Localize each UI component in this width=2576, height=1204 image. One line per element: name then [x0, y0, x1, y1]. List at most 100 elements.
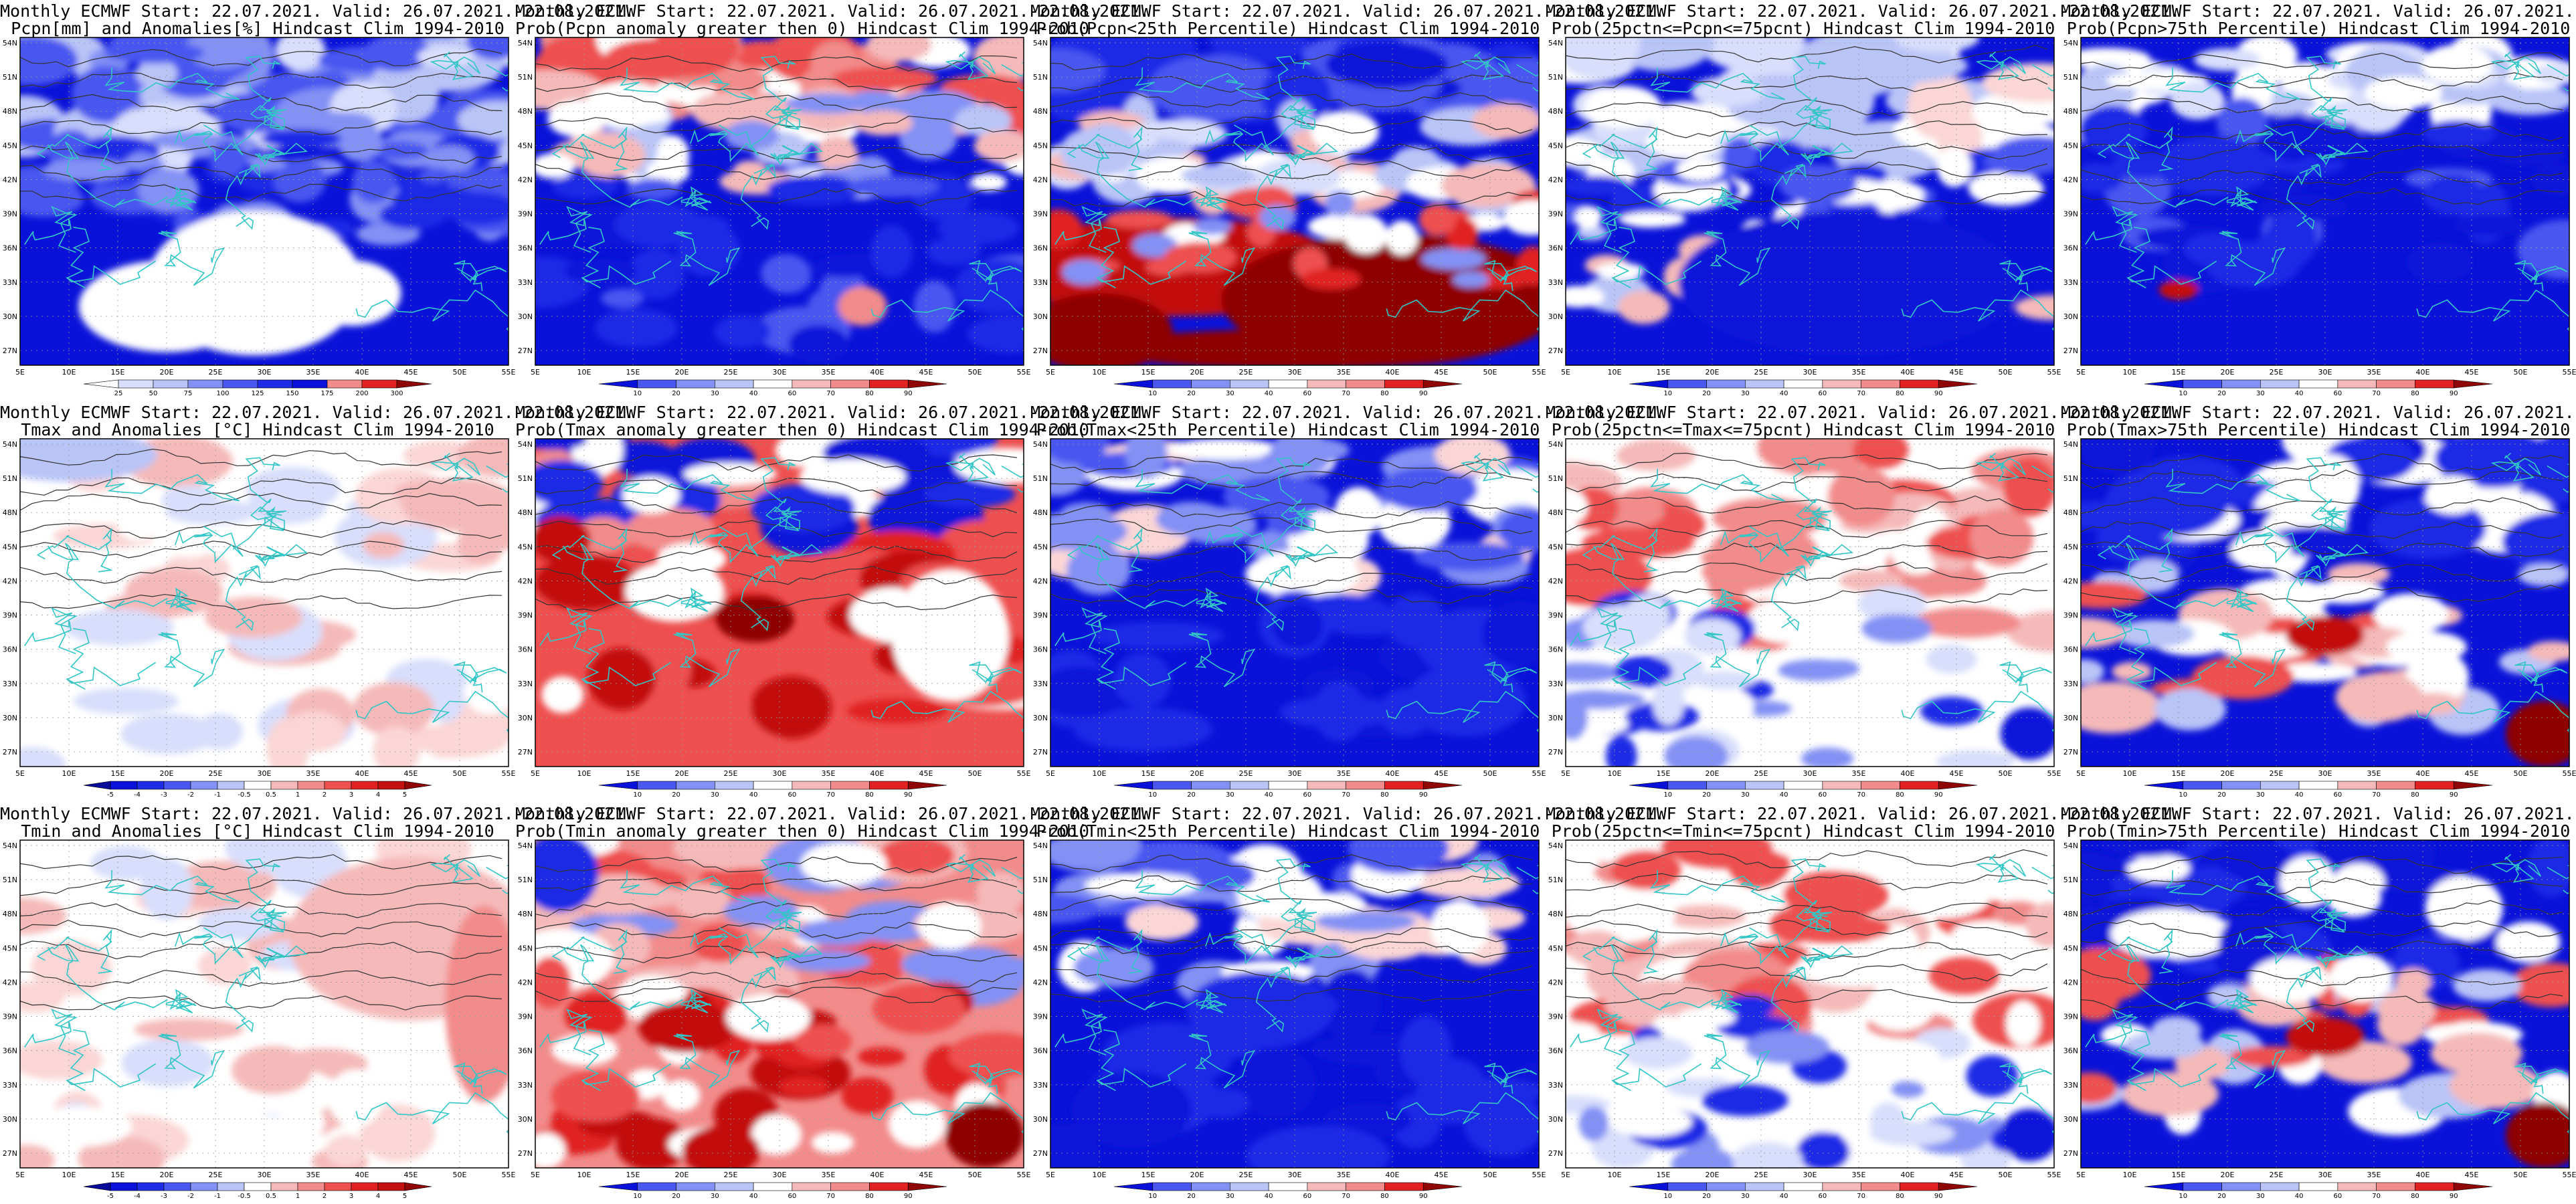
field-patch	[1421, 248, 1486, 270]
field-patch	[1852, 439, 1909, 469]
color-scale-swatch	[327, 379, 363, 389]
panel-title: Pcpn[mm] and Anomalies[%] Hindcast Clim …	[11, 19, 504, 38]
lon-tick-label: 55E	[2047, 769, 2061, 778]
color-scale-bar: 10 20 30 40 60 70 80 90	[598, 781, 947, 799]
color-scale-label: 60	[1303, 791, 1312, 799]
field-patch	[135, 59, 178, 88]
color-scale-swatch	[1307, 1182, 1346, 1191]
graticule	[1566, 439, 2054, 767]
field-patch	[788, 324, 849, 364]
lat-tick-label: 51N	[1033, 474, 1048, 483]
color-scale-swatch	[637, 379, 676, 389]
lat-tick-label: 39N	[518, 611, 533, 620]
lat-tick-label: 27N	[1548, 748, 1563, 757]
field-patch	[197, 713, 243, 750]
panel-header: Monthly ECMWF Start: 22.07.2021. Valid: …	[2061, 403, 2576, 422]
lat-tick-label: 27N	[3, 1149, 17, 1158]
lon-tick-label: 30E	[1288, 769, 1302, 778]
lon-tick-label: 20E	[675, 368, 689, 377]
lon-tick-label: 40E	[2416, 1171, 2430, 1179]
color-scale-label: -1	[214, 1193, 221, 1200]
lon-tick-label: 55E	[1532, 1171, 1546, 1179]
field-patch	[1928, 957, 1999, 995]
lat-tick-label: 36N	[1548, 645, 1563, 654]
lat-tick-label: 54N	[3, 440, 17, 449]
field-patch	[970, 173, 1007, 191]
lon-tick-label: 15E	[2172, 769, 2186, 778]
color-scale-swatch	[792, 379, 831, 389]
field-patch	[1693, 671, 1756, 690]
color-scale-label: 10	[2179, 1193, 2187, 1200]
lon-tick-label: 30E	[773, 1171, 787, 1179]
color-scale-swatch	[270, 1182, 298, 1191]
lon-tick-label: 10E	[1093, 368, 1107, 377]
lat-tick-label: 33N	[3, 278, 17, 287]
color-scale-swatch	[2260, 1182, 2300, 1191]
field-patch	[2527, 641, 2569, 662]
field-patch	[1566, 175, 1632, 196]
lat-tick-label: 48N	[3, 508, 17, 517]
lat-tick-label: 36N	[1033, 244, 1048, 253]
field-patch	[1573, 690, 1646, 708]
lat-tick-label: 39N	[1033, 210, 1048, 219]
field-patch	[870, 225, 913, 278]
lon-tick-label: 40E	[1386, 368, 1400, 377]
field-patch	[937, 211, 1020, 245]
color-scale-label: -5	[107, 791, 114, 799]
lon-tick-label: 40E	[1901, 368, 1915, 377]
lat-tick-label: 36N	[3, 244, 17, 253]
map-panel-p8: Monthly ECMWF Start: 22.07.2021. Valid: …	[1030, 401, 1665, 803]
color-scale-swatch	[1384, 1182, 1424, 1191]
lat-tick-label: 48N	[2063, 508, 2078, 517]
lon-tick-label: 35E	[306, 368, 320, 377]
field-patch	[716, 596, 794, 642]
lon-tick-label: 55E	[1017, 1171, 1030, 1179]
color-scale-label: 70	[1857, 1193, 1865, 1200]
color-scale-swatch	[1191, 781, 1230, 790]
field-patch	[1676, 439, 1768, 456]
lon-tick-label: 5E	[2076, 1171, 2086, 1179]
lon-tick-label: 40E	[1386, 769, 1400, 778]
color-scale-label: 20	[1187, 1193, 1196, 1200]
lon-tick-label: 45E	[404, 368, 418, 377]
lat-tick-label: 27N	[518, 748, 533, 757]
field-patch	[976, 871, 1024, 914]
field-patch	[1724, 994, 1776, 1017]
color-scale-swatch	[1307, 781, 1346, 790]
color-scale-label: 10	[1663, 1193, 1672, 1200]
field-patch	[1406, 664, 1526, 736]
field-patch	[2249, 957, 2330, 1003]
color-scale-bar: 10 20 30 40 60 70 80 90	[2144, 781, 2493, 799]
lon-tick-label: 50E	[968, 368, 982, 377]
field-patch	[535, 957, 571, 1009]
lat-tick-label: 42N	[1033, 978, 1048, 987]
coastline-borders	[539, 51, 1024, 332]
lat-tick-label: 33N	[3, 680, 17, 688]
field-patch	[838, 286, 887, 326]
map-svg: 5E 10E 15E 20E 25E 30E 35E 40E 45E 50E 55E 54N 51N 48…	[2063, 438, 2576, 799]
lon-tick-label: 35E	[306, 1171, 320, 1179]
map-panel-p14: Monthly ECMWF Start: 22.07.2021. Valid: …	[1546, 803, 2180, 1204]
field-patch	[1279, 696, 1394, 728]
color-scale-label: 30	[711, 1193, 719, 1200]
color-scale-swatch	[1268, 379, 1308, 389]
color-scale-label: 80	[2411, 390, 2419, 397]
field-patch	[456, 439, 509, 478]
color-scale-swatch	[1822, 781, 1861, 790]
lat-tick-label: 51N	[3, 73, 17, 82]
color-scale-label: 90	[904, 791, 913, 799]
field-patch	[1472, 103, 1539, 140]
color-scale-swatch	[1268, 1182, 1308, 1191]
field-patch	[2302, 122, 2365, 162]
field-patch	[1894, 37, 1979, 53]
lon-tick-label: 5E	[531, 1171, 540, 1179]
lon-tick-label: 15E	[111, 368, 125, 377]
field-patch	[1259, 204, 1297, 230]
color-scale-bar: 10 20 30 40 60 70 80 90	[2144, 379, 2493, 397]
color-scale-swatch	[1346, 379, 1385, 389]
color-scale-swatch	[2453, 1182, 2493, 1191]
field-patch	[1191, 860, 1255, 892]
color-scale-swatch	[1629, 781, 1669, 790]
lon-tick-label: 40E	[1901, 1171, 1915, 1179]
